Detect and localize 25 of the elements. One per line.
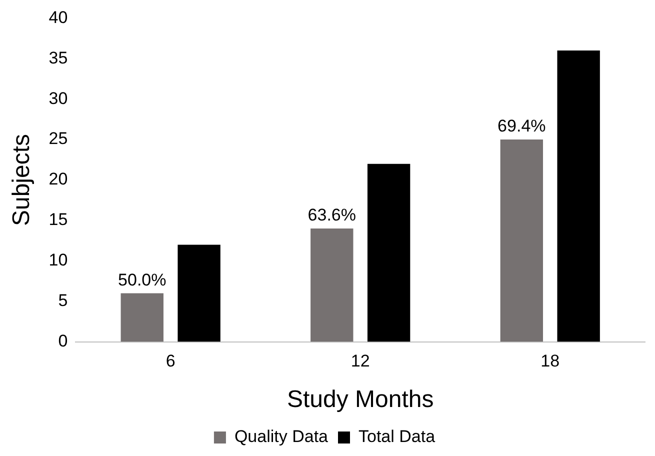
bar	[557, 50, 600, 342]
x-tick-label: 6	[166, 352, 176, 371]
annotation: 50.0%	[118, 270, 166, 290]
y-tick-label: 5	[58, 291, 68, 310]
y-tick-label: 35	[48, 48, 68, 68]
bar	[500, 140, 543, 342]
x-tick-label: 18	[540, 352, 560, 371]
bar	[178, 244, 220, 342]
bar	[120, 293, 164, 342]
y-axis-title: Subjects	[8, 134, 36, 226]
y-tick-label: 20	[48, 170, 68, 189]
y-tick-label: 0	[58, 331, 68, 350]
y-tick-label: 40	[48, 8, 68, 27]
bar	[310, 228, 354, 342]
y-tick-label: 15	[48, 210, 68, 230]
x-axis-title: Study Months	[286, 386, 434, 414]
legend-label: Quality Data	[234, 427, 329, 446]
y-tick-label: 25	[48, 129, 68, 148]
x-tick-label: 12	[350, 352, 370, 371]
annotation: 63.6%	[308, 206, 356, 225]
y-tick-label: 30	[48, 88, 68, 108]
legend-label: Total Data	[358, 427, 436, 446]
bar	[367, 164, 410, 342]
y-tick-label: 10	[48, 250, 68, 270]
annotation: 69.4%	[498, 116, 546, 136]
